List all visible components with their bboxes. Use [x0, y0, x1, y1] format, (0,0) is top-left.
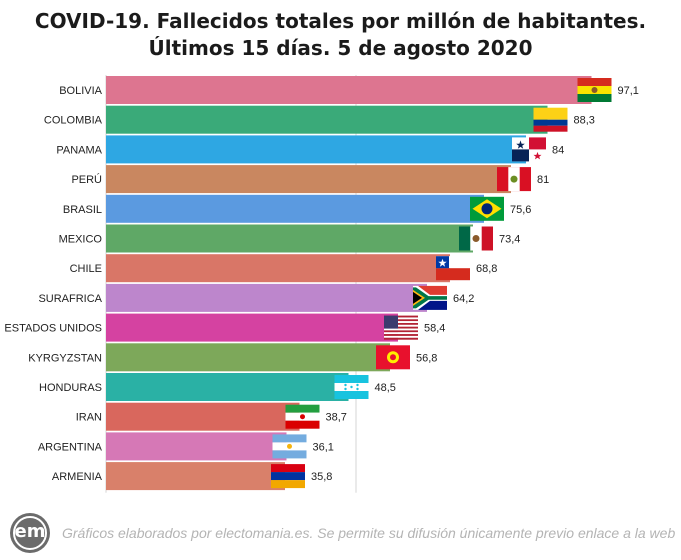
credit-text: Gráficos elaborados por electomania.es. …: [62, 525, 676, 541]
mexico-flag: [459, 226, 493, 251]
armenia-flag: [271, 464, 305, 489]
bar: [106, 76, 592, 104]
bar: [106, 402, 300, 431]
bar: [106, 165, 511, 194]
value-label: 97,1: [618, 85, 639, 97]
peru-flag: [497, 167, 531, 192]
category-label: BOLIVIA: [59, 85, 102, 97]
bar: [106, 105, 548, 134]
category-label: CHILE: [70, 263, 102, 275]
value-label: 68,8: [476, 263, 497, 275]
bar: [106, 373, 349, 401]
category-label: SURAFRICA: [38, 293, 102, 305]
bar: [106, 343, 390, 372]
category-label: KYRGYZSTAN: [28, 352, 102, 364]
south-africa-flag: [413, 285, 447, 310]
bar: [106, 313, 398, 342]
usa-flag: [384, 315, 418, 340]
value-label: 58,4: [424, 323, 445, 335]
brazil-flag: [470, 196, 504, 221]
category-label: COLOMBIA: [44, 115, 103, 127]
value-label: 64,2: [453, 293, 474, 305]
category-label: MEXICO: [59, 234, 103, 246]
category-label: ARMENIA: [52, 471, 103, 483]
category-label: PERÚ: [71, 173, 102, 186]
footer: em Gráficos elaborados por electomania.e…: [10, 513, 675, 553]
iran-flag: [285, 404, 320, 429]
category-label: IRAN: [76, 412, 102, 424]
colombia-flag: [533, 107, 568, 132]
bar: [106, 224, 473, 253]
value-label: 84: [552, 144, 564, 156]
value-label: 75,6: [510, 204, 531, 216]
value-label: 56,8: [416, 352, 437, 364]
value-label: 81: [537, 174, 549, 186]
argentina-flag: [272, 434, 307, 459]
bar: [106, 432, 287, 461]
bar: [106, 283, 427, 312]
chart-title: COVID-19. Fallecidos totales por millón …: [34, 9, 647, 60]
category-label: ARGENTINA: [38, 441, 103, 453]
bar: [106, 462, 285, 491]
category-label: HONDURAS: [39, 382, 102, 394]
electomania-logo: em: [10, 513, 50, 553]
value-label: 48,5: [375, 382, 396, 394]
honduras-flag: [334, 375, 369, 399]
bar-chart: BOLIVIA 97,1 COLOMBIA 88,3 PANAMA 84 PERÚ 81 BRA…: [4, 75, 639, 493]
category-label: ESTADOS UNIDOS: [4, 323, 102, 335]
value-label: 36,1: [313, 441, 334, 453]
category-label: BRASIL: [63, 204, 102, 216]
bar: [106, 254, 450, 283]
value-label: 35,8: [311, 471, 332, 483]
logo-text: em: [14, 521, 46, 542]
value-label: 73,4: [499, 234, 520, 246]
bar: [106, 194, 484, 223]
bolivia-flag: [577, 78, 612, 102]
value-label: 88,3: [574, 115, 595, 127]
bar: [106, 135, 526, 164]
category-label: PANAMA: [56, 144, 102, 156]
kyrgyzstan-flag: [376, 345, 410, 370]
panama-flag: [512, 137, 546, 162]
value-label: 38,7: [326, 412, 347, 424]
chile-flag: [436, 256, 470, 281]
